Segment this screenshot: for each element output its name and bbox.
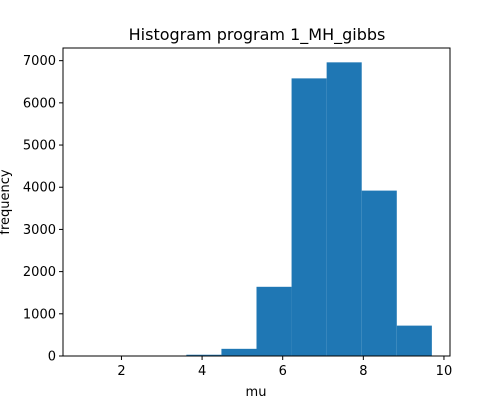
histogram-bar-4 (221, 348, 257, 356)
histogram-bar-5 (256, 286, 292, 356)
y-tick-label-7: 7000 (23, 54, 56, 69)
histogram-bar-3 (186, 354, 222, 356)
y-tick-label-4: 4000 (23, 181, 56, 196)
x-tick-label-0: 2 (117, 364, 125, 379)
y-tick-label-0: 0 (48, 350, 56, 365)
x-tick-label-3: 8 (359, 364, 367, 379)
x-axis-ticks: 2 4 6 8 10 (117, 356, 452, 379)
x-tick-label-4: 10 (436, 364, 453, 379)
chart-title: Histogram program 1_MH_gibbs (129, 25, 386, 45)
x-axis-label: mu (246, 385, 267, 400)
histogram-bar-9 (396, 325, 432, 356)
histogram-bar-6 (291, 78, 327, 356)
y-axis-label: frequency (0, 169, 13, 235)
y-tick-label-6: 6000 (23, 96, 56, 111)
y-axis-ticks: 0 1000 2000 3000 4000 5000 6000 7000 (23, 54, 63, 365)
y-tick-label-1: 1000 (23, 307, 56, 322)
histogram-bar-7 (326, 62, 362, 356)
y-tick-label-3: 3000 (23, 223, 56, 238)
plot-frame (62, 47, 451, 357)
y-tick-label-2: 2000 (23, 265, 56, 280)
x-tick-label-1: 4 (198, 364, 206, 379)
histogram-bar-8 (361, 190, 397, 356)
histogram-bars (81, 62, 432, 356)
x-tick-label-2: 6 (279, 364, 287, 379)
y-tick-label-5: 5000 (23, 139, 56, 154)
